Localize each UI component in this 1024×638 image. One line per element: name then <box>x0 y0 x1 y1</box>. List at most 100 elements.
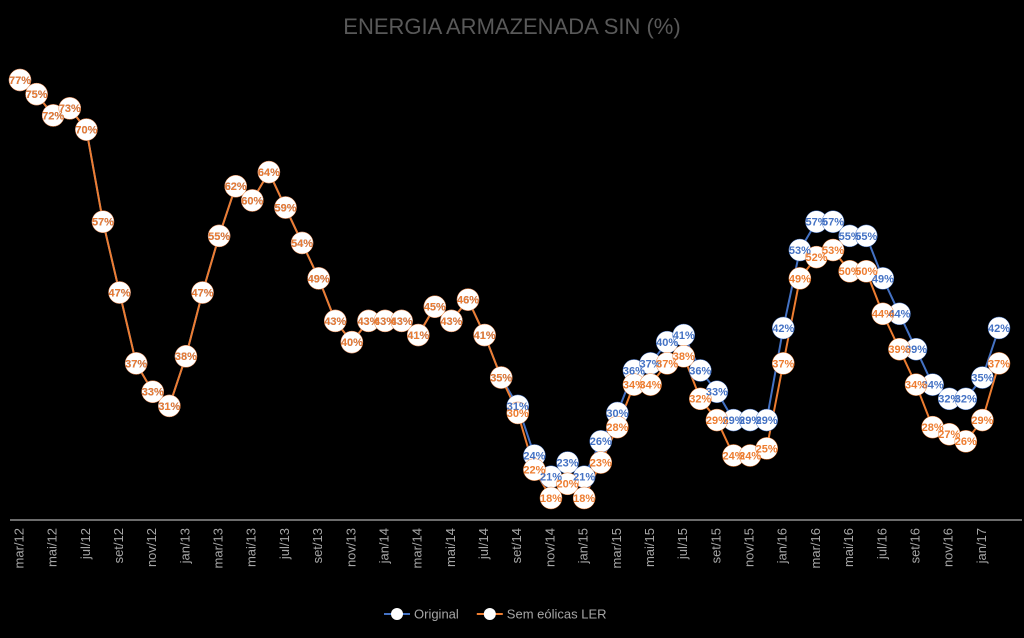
data-label: 42% <box>988 323 1010 335</box>
data-label: 59% <box>274 202 296 214</box>
data-label: 41% <box>474 330 496 342</box>
data-label: 24% <box>523 450 545 462</box>
data-label: 45% <box>424 302 446 314</box>
data-label: 75% <box>26 89 48 101</box>
x-tick-label: jul/12 <box>78 528 93 560</box>
data-label: 49% <box>308 273 330 285</box>
point-marker <box>25 82 48 106</box>
point-marker <box>821 238 845 262</box>
data-label: 37% <box>772 358 794 370</box>
x-tick-label: nov/12 <box>144 528 159 567</box>
data-label: 37% <box>988 358 1010 370</box>
point-marker <box>224 175 247 198</box>
point-marker <box>8 68 32 92</box>
data-label: 53% <box>789 245 811 257</box>
x-tick-label: mai/13 <box>244 528 259 567</box>
point-marker <box>689 387 712 411</box>
point-marker <box>954 430 978 453</box>
data-label: 20% <box>557 479 579 491</box>
legend-marker <box>391 608 403 620</box>
data-label: 54% <box>291 238 313 250</box>
data-label: 31% <box>507 401 529 413</box>
data-label: 26% <box>955 436 977 448</box>
point-marker <box>158 394 181 418</box>
data-label: 47% <box>109 287 131 299</box>
legend-marker <box>483 608 496 620</box>
data-label: 43% <box>324 316 346 328</box>
data-label: 55% <box>208 231 230 243</box>
point-marker <box>340 330 364 354</box>
data-label: 38% <box>175 351 197 363</box>
x-tick-label: jan/17 <box>974 528 989 564</box>
x-tick-label: set/16 <box>907 528 922 563</box>
data-label: 64% <box>258 167 280 179</box>
point-marker <box>772 352 795 375</box>
data-label: 30% <box>507 408 529 420</box>
data-label: 21% <box>540 472 562 484</box>
point-marker <box>440 309 463 333</box>
data-label: 28% <box>606 422 628 434</box>
data-label: 50% <box>855 266 877 278</box>
point-marker <box>141 380 164 403</box>
point-marker <box>108 281 131 304</box>
data-label: 29% <box>971 415 993 427</box>
data-label: 55% <box>855 231 877 243</box>
point-marker <box>489 366 513 389</box>
data-label: 35% <box>490 372 512 384</box>
data-label: 29% <box>739 415 761 427</box>
point-marker <box>191 281 214 304</box>
data-label: 64% <box>258 167 280 179</box>
point-marker <box>390 309 413 333</box>
data-label: 25% <box>756 443 778 455</box>
data-label: 55% <box>839 231 861 243</box>
point-marker <box>307 267 330 290</box>
data-label: 39% <box>888 344 910 356</box>
data-label: 37% <box>640 358 662 370</box>
data-label: 18% <box>573 493 595 505</box>
data-label: 35% <box>490 372 512 384</box>
legend-item: Original <box>384 606 459 621</box>
chart-title: ENERGIA ARMAZENADA SIN (%) <box>343 14 680 39</box>
data-label: 35% <box>971 372 993 384</box>
point-marker <box>539 486 563 510</box>
data-label: 57% <box>822 217 844 229</box>
point-marker <box>174 345 198 368</box>
data-label: 47% <box>192 287 214 299</box>
x-tick-label: jan/16 <box>775 528 790 564</box>
data-label: 34% <box>640 380 662 392</box>
x-tick-label: nov/16 <box>941 528 956 567</box>
x-tick-label: mai/12 <box>45 528 60 567</box>
point-marker <box>75 118 98 141</box>
point-marker <box>124 352 148 375</box>
point-marker <box>274 196 297 219</box>
point-marker <box>506 401 530 425</box>
data-label: 34% <box>922 380 944 392</box>
point-marker <box>639 373 662 396</box>
data-label: 41% <box>407 330 429 342</box>
point-marker <box>589 451 613 474</box>
data-label: 33% <box>142 387 164 399</box>
data-label: 72% <box>42 110 64 122</box>
point-marker <box>91 210 115 233</box>
data-label: 43% <box>440 316 462 328</box>
data-label: 70% <box>75 124 97 136</box>
point-marker <box>672 345 695 368</box>
x-tick-label: jan/15 <box>576 528 591 564</box>
data-label: 37% <box>125 358 147 370</box>
data-label: 34% <box>623 380 645 392</box>
point-marker <box>705 408 729 432</box>
data-label: 43% <box>374 316 396 328</box>
data-label: 24% <box>739 450 761 462</box>
point-marker <box>971 366 994 389</box>
data-label: 54% <box>291 238 313 250</box>
point-marker <box>241 189 264 212</box>
data-label: 43% <box>440 316 462 328</box>
point-marker <box>207 224 231 248</box>
data-label: 43% <box>357 316 379 328</box>
x-tick-label: set/13 <box>310 528 325 563</box>
data-label: 36% <box>689 365 711 377</box>
point-marker <box>788 267 812 290</box>
x-tick-label: mai/16 <box>841 528 856 567</box>
data-label: 70% <box>75 124 97 136</box>
